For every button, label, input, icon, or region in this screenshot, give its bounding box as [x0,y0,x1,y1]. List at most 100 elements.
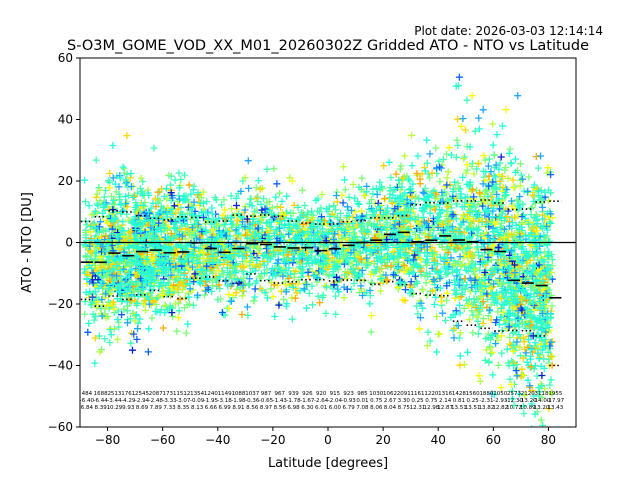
bin-mean-label: -0.09 [190,398,205,404]
bin-count-label: 2087 [149,391,163,397]
bin-count-label: 1761 [121,391,135,397]
bin-sd-label: 12.31 [410,405,426,411]
bin-mean-label: -3.33 [162,398,177,404]
y-tick-label: 0 [65,236,73,250]
bin-count-label: 1880 [479,391,493,397]
bin-sd-label: 8.35 [177,405,190,411]
bin-count-label: 1731 [163,391,177,397]
x-tick-label: −40 [205,433,230,447]
bin-mean-label: -1.67 [300,398,315,404]
x-axis-label: Latitude [degrees] [268,456,388,471]
x-tick-label: 40 [431,433,446,447]
bin-count-label: 926 [302,391,313,397]
bin-sd-label: 13.51 [465,405,481,411]
bin-sd-label: 8.56 [274,405,287,411]
bin-sd-label: 8.91 [232,405,244,411]
bin-mean-label: -0.93 [342,398,357,404]
bin-count-label: 2091 [397,391,411,397]
bin-mean-label: -17.97 [546,398,564,404]
bin-sd-label: 8.06 [370,405,383,411]
bin-mean-label: -2.64 [314,398,329,404]
bin-sd-label: 7.33 [163,405,176,411]
bin-count-label: 967 [275,391,286,397]
bin-sd-label: 6.98 [287,405,300,411]
bin-count-label: 2513 [107,391,121,397]
bin-mean-label: 0.01 [356,398,368,404]
bin-mean-label: -2.48 [149,398,164,404]
bin-count-label: 920 [316,391,327,397]
bin-count-label: 939 [288,391,299,397]
bin-mean-label: -6.44 [94,398,109,404]
bin-mean-label: 0.81 [453,398,465,404]
y-tick-label: −60 [48,420,73,434]
bin-count-label: 1428 [452,391,466,397]
bin-count-label: 2545 [135,391,149,397]
bin-mean-label: -1.98 [231,398,246,404]
bin-sd-label: 8.75 [398,405,411,411]
bin-sd-label: 6.84 [81,405,94,411]
bin-count-label: 1354 [190,391,204,397]
bin-sd-label: 12.98 [423,405,439,411]
x-tick-label: 20 [375,433,390,447]
bin-mean-label: -6.40 [80,398,95,404]
bin-mean-label: -3.18 [218,398,233,404]
bin-count-label: 985 [357,391,368,397]
bin-mean-label: -1.78 [286,398,301,404]
x-tick-label: 0 [324,433,332,447]
bin-count-label: 1688 [94,391,108,397]
bin-count-label: 1037 [245,391,259,397]
bin-mean-label: -0.36 [245,398,260,404]
bin-count-label: 915 [330,391,341,397]
bin-sd-label: 8.13 [191,405,204,411]
bin-sd-label: 12.82 [492,405,508,411]
bin-sd-label: 6.01 [315,405,327,411]
plot-date-label: Plot date: 2026-03-03 12:14:14 [414,24,603,38]
bin-count-label: 1030 [369,391,383,397]
bin-mean-label: -4.29 [121,398,136,404]
bin-sd-label: 8.39 [95,405,108,411]
bin-count-label: 2120 [521,391,535,397]
bin-sd-label: 12.87 [437,405,453,411]
y-axis-ticks: −60 −40 −20 0 20 40 60 [48,51,80,434]
bin-mean-label: -3.44 [107,398,122,404]
y-tick-label: −20 [48,297,73,311]
bin-sd-label: 13.43 [547,405,563,411]
x-tick-label: 80 [541,433,556,447]
bin-mean-label: 2.14 [439,398,452,404]
bin-count-label: 1240 [204,391,218,397]
bin-count-label: 1149 [218,391,232,397]
bin-mean-label: 3.30 [398,398,411,404]
bin-sd-label: 6.30 [301,405,314,411]
bin-mean-label: -0.65 [259,398,274,404]
bin-count-label: 1088 [231,391,245,397]
bin-mean-label: 0.75 [370,398,383,404]
x-tick-label: 60 [486,433,501,447]
y-tick-label: 40 [58,113,73,127]
bin-count-label: 1955 [548,391,562,397]
bin-sd-label: 6.99 [219,405,232,411]
bin-count-label: 987 [261,391,272,397]
bin-mean-label: 0.25 [467,398,480,404]
bin-count-label: 1316 [438,391,452,397]
bin-count-label: 1220 [424,391,438,397]
bin-sd-label: 7.08 [356,405,369,411]
y-tick-label: 60 [58,51,73,65]
bin-mean-label: -12.30 [505,398,523,404]
bin-sd-label: 8.56 [246,405,259,411]
bin-mean-label: -2.93 [493,398,508,404]
bin-sd-label: 13.20 [534,405,550,411]
bin-count-label: 3118 [535,391,549,397]
y-tick-label: 20 [58,174,73,188]
chart-title: S-O3M_GOME_VOD_XX_M01_20260302Z Gridded … [67,38,589,54]
bin-mean-label: -13.20 [519,398,537,404]
bin-sd-label: 13.82 [479,405,495,411]
x-axis-ticks: −80 −60 −40 −20 0 20 40 60 80 [95,427,556,447]
bin-mean-label: -2.94 [135,398,150,404]
y-tick-label: −40 [48,359,73,373]
bin-sd-label: 10.72 [506,405,522,411]
bin-sd-label: 8.04 [384,405,397,411]
bin-mean-label: -14.00 [533,398,551,404]
x-tick-label: −20 [260,433,285,447]
